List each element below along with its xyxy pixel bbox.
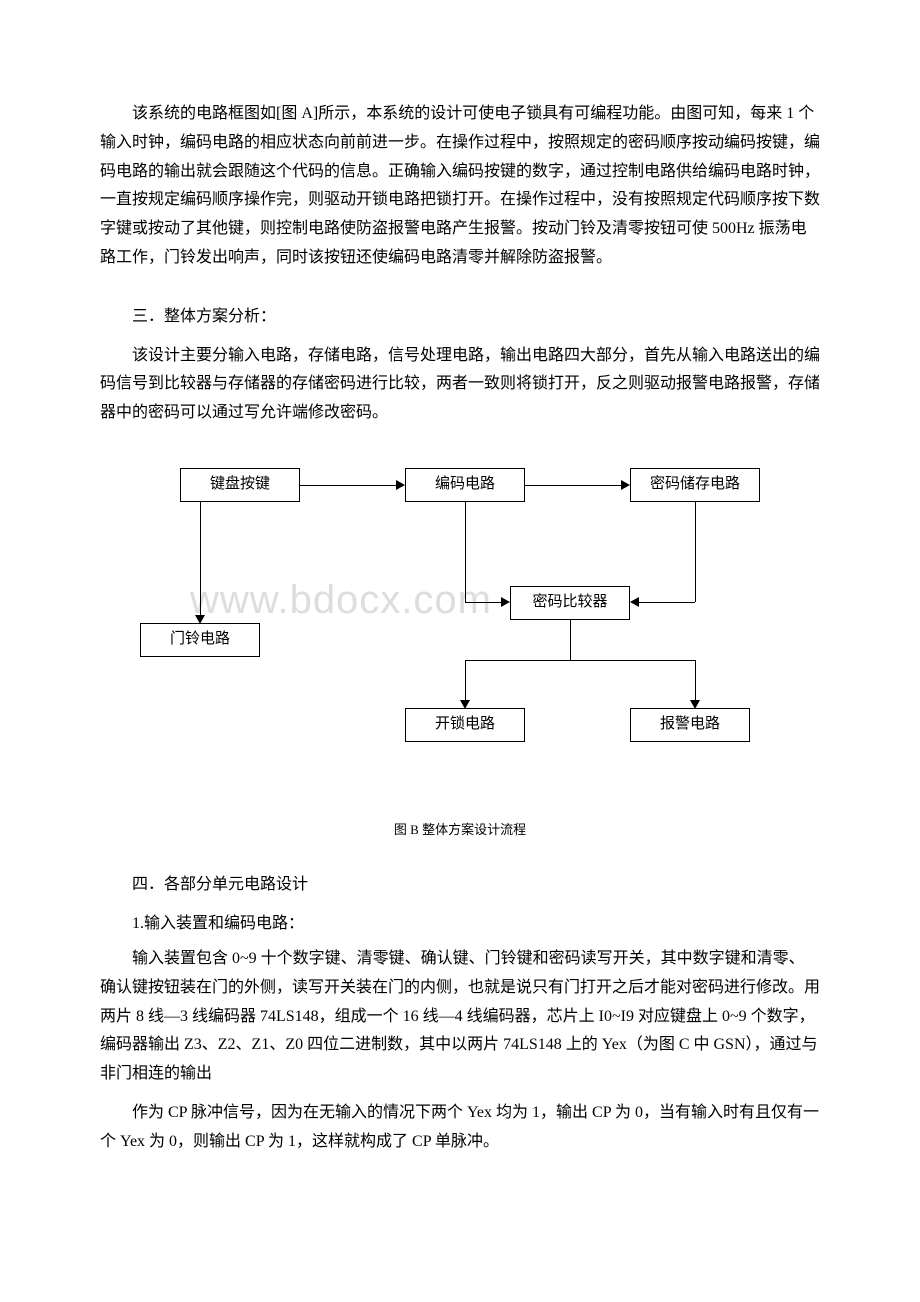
- section-3-title: 三．整体方案分析：: [100, 303, 820, 332]
- edge: [300, 485, 400, 486]
- edge: [695, 660, 696, 702]
- arrowhead: [195, 615, 205, 624]
- node-doorbell: 门铃电路: [140, 623, 260, 657]
- edge: [200, 502, 201, 617]
- node-storage: 密码储存电路: [630, 468, 760, 502]
- paragraph-3: 输入装置包含 0~9 十个数字键、清零键、确认键、门铃键和密码读写开关，其中数字…: [100, 945, 820, 1089]
- arrowhead: [690, 700, 700, 709]
- arrowhead: [396, 480, 405, 490]
- node-encoder: 编码电路: [405, 468, 525, 502]
- flowchart-diagram: www.bdocx.com 键盘按键 编码电路 密码储存电路 密码比较器 门铃电…: [140, 468, 780, 798]
- paragraph-2: 该设计主要分输入电路，存储电路，信号处理电路，输出电路四大部分，首先从输入电路送…: [100, 342, 820, 428]
- edge: [465, 502, 466, 602]
- node-alarm: 报警电路: [630, 708, 750, 742]
- arrowhead: [621, 480, 630, 490]
- figure-b-caption: 图 B 整体方案设计流程: [100, 818, 820, 841]
- edge: [465, 660, 466, 702]
- edge: [570, 620, 571, 660]
- paragraph-1: 该系统的电路框图如[图 A]所示，本系统的设计可使电子锁具有可编程功能。由图可知…: [100, 100, 820, 273]
- arrowhead: [501, 597, 510, 607]
- node-unlock: 开锁电路: [405, 708, 525, 742]
- node-keyboard: 键盘按键: [180, 468, 300, 502]
- node-comparator: 密码比较器: [510, 586, 630, 620]
- edge: [525, 485, 625, 486]
- subsection-4-1: 1.输入装置和编码电路：: [100, 910, 820, 939]
- edge: [695, 502, 696, 602]
- arrowhead: [630, 597, 639, 607]
- arrowhead: [460, 700, 470, 709]
- edge: [465, 660, 695, 661]
- edge: [465, 602, 505, 603]
- section-4-title: 四．各部分单元电路设计: [100, 871, 820, 900]
- edge: [635, 602, 695, 603]
- paragraph-4: 作为 CP 脉冲信号，因为在无输入的情况下两个 Yex 均为 1，输出 CP 为…: [100, 1099, 820, 1157]
